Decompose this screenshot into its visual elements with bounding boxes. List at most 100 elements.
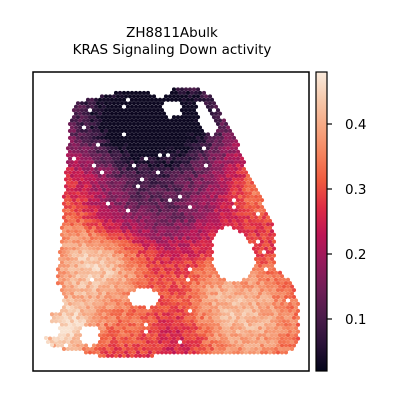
- spot: [63, 260, 69, 265]
- spot: [241, 215, 247, 220]
- spot: [233, 215, 239, 220]
- spot: [209, 346, 215, 352]
- spot: [205, 173, 211, 179]
- spot: [79, 163, 85, 168]
- spot: [143, 198, 149, 203]
- spot: [95, 308, 101, 313]
- spot: [109, 291, 115, 296]
- spot: [211, 336, 217, 341]
- spot: [83, 156, 89, 161]
- spot: [123, 108, 129, 113]
- spot: [145, 312, 151, 317]
- spot: [169, 180, 175, 185]
- spot: [103, 343, 109, 348]
- spot: [139, 225, 145, 230]
- spot: [107, 177, 113, 182]
- spot: [127, 274, 133, 279]
- spot: [101, 180, 107, 185]
- spot: [271, 281, 277, 286]
- spot: [245, 339, 251, 345]
- spot: [215, 322, 221, 327]
- spot: [279, 350, 285, 355]
- spot: [283, 343, 289, 348]
- spot: [151, 115, 157, 120]
- spot: [59, 239, 65, 244]
- spot: [97, 215, 103, 220]
- spot: [113, 312, 119, 317]
- spot: [205, 263, 211, 268]
- spot: [85, 173, 91, 179]
- spot: [189, 111, 195, 116]
- spot: [77, 215, 83, 220]
- spot: [119, 177, 125, 182]
- spot: [119, 191, 125, 196]
- spot: [125, 194, 131, 199]
- spot: [147, 336, 153, 341]
- spot: [131, 260, 137, 265]
- spot: [147, 128, 153, 134]
- spot: [163, 295, 169, 300]
- spot: [133, 333, 139, 338]
- spot: [123, 239, 129, 244]
- spot: [151, 205, 157, 210]
- spot: [203, 149, 209, 154]
- spot: [133, 263, 139, 268]
- spot: [149, 277, 155, 282]
- spot: [191, 225, 197, 230]
- spot: [123, 281, 129, 286]
- spot: [147, 205, 153, 210]
- spot: [87, 218, 93, 223]
- spot: [177, 291, 183, 296]
- spot: [213, 291, 219, 296]
- spot: [89, 118, 95, 123]
- spot: [79, 205, 85, 210]
- spot: [161, 125, 167, 130]
- spot: [227, 156, 233, 161]
- spot: [147, 343, 153, 348]
- spot: [83, 101, 89, 106]
- spot: [111, 350, 117, 355]
- spot: [127, 225, 133, 230]
- spot: [141, 166, 147, 172]
- spot: [285, 339, 291, 345]
- spot: [191, 101, 197, 106]
- spot: [69, 139, 75, 144]
- spot: [113, 104, 119, 109]
- spot: [223, 295, 229, 300]
- spot: [125, 118, 131, 123]
- spot: [241, 305, 247, 310]
- spot: [169, 263, 175, 268]
- spot: [177, 243, 183, 248]
- spot: [157, 222, 163, 227]
- spot: [135, 232, 141, 237]
- spot: [119, 211, 125, 217]
- spot: [113, 319, 119, 324]
- spot: [219, 225, 225, 230]
- spot: [139, 239, 145, 244]
- spot: [229, 339, 235, 345]
- spot: [61, 305, 67, 310]
- spot: [247, 329, 253, 334]
- spot: [215, 288, 221, 293]
- spot: [105, 277, 111, 282]
- spot: [287, 343, 293, 348]
- spot: [261, 270, 267, 275]
- spot: [221, 319, 227, 324]
- spot: [55, 343, 61, 348]
- spot: [179, 267, 185, 272]
- spot: [259, 211, 265, 217]
- spot: [145, 333, 151, 338]
- spot: [65, 173, 71, 179]
- spot: [293, 326, 299, 331]
- spot: [189, 125, 195, 130]
- spot: [111, 253, 117, 258]
- spot: [235, 350, 241, 355]
- spot: [133, 215, 139, 220]
- spot: [243, 198, 249, 203]
- spot: [181, 236, 187, 241]
- spot: [165, 125, 171, 130]
- spot: [113, 90, 119, 95]
- spot: [111, 329, 117, 334]
- spot: [159, 218, 165, 223]
- spot: [119, 122, 125, 127]
